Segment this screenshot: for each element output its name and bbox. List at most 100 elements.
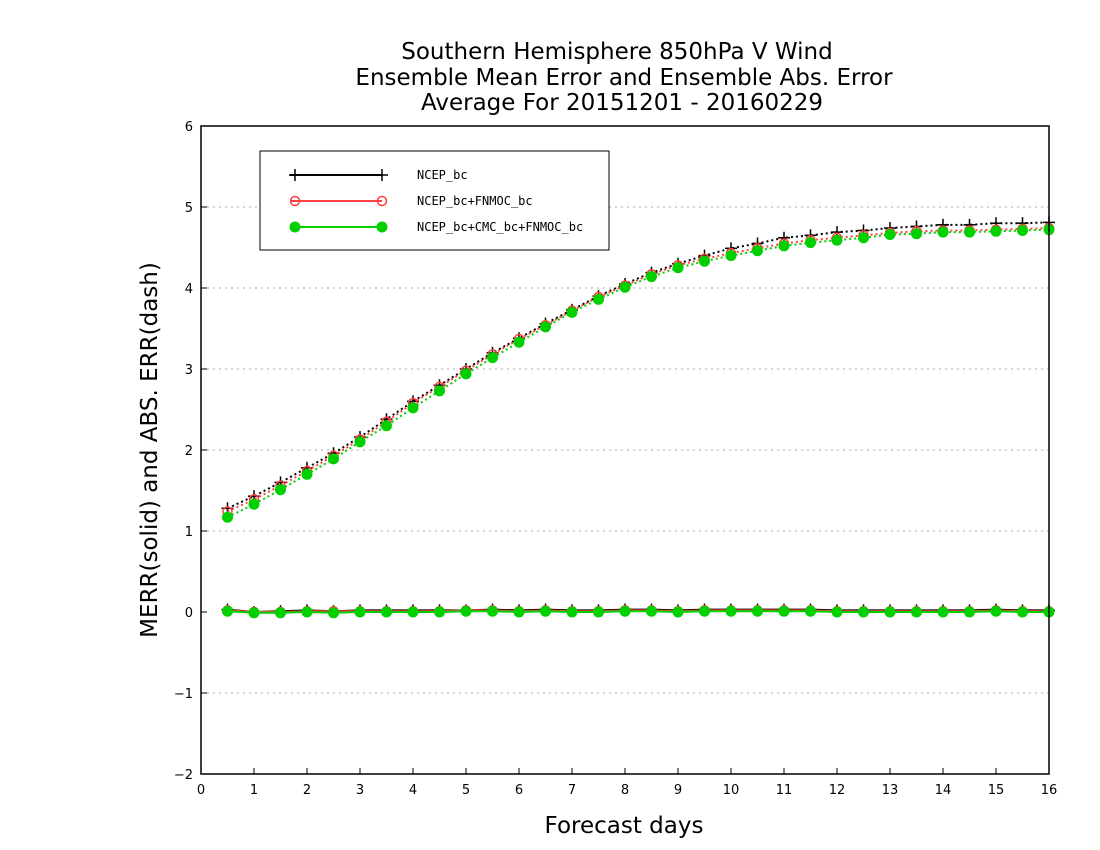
merr-point: [858, 606, 869, 618]
abs-err-point: [964, 226, 975, 238]
x-tick-label: 11: [776, 783, 793, 798]
abs-err-point: [381, 420, 392, 432]
abs-err-line: [227, 227, 1050, 513]
x-tick-label: 13: [882, 783, 899, 798]
abs-err-point: [884, 229, 896, 241]
abs-err-point: [566, 306, 578, 318]
merr-point: [487, 605, 498, 617]
abs-err-point: [619, 281, 631, 293]
abs-err-point: [434, 385, 445, 397]
merr-point: [354, 606, 366, 618]
series-1: [221, 216, 1055, 618]
abs-err-point: [513, 336, 525, 348]
x-tick-label: 0: [197, 783, 205, 798]
merr-point: [407, 606, 419, 618]
x-tick-label: 9: [674, 783, 682, 798]
abs-err-line: [227, 221, 1050, 510]
legend-marker: [289, 195, 301, 207]
legend: NCEP_bc NCEP_bc+FNMOC_bc NCEP_bc+CMC_bc+FN…: [259, 150, 610, 251]
x-tick-label: 3: [356, 783, 364, 798]
x-tick-label: 8: [621, 783, 629, 798]
merr-point: [619, 605, 631, 617]
abs-err-point: [937, 226, 949, 238]
y-tick-label: 6: [185, 120, 193, 135]
legend-entry: NCEP_bc+FNMOC_bc: [289, 194, 533, 208]
abs-err-point: [487, 352, 498, 364]
merr-point: [381, 606, 392, 618]
x-tick-label: 16: [1041, 783, 1058, 798]
abs-err-point: [778, 240, 790, 252]
x-tick-label: 14: [935, 783, 952, 798]
title-line-3: Average For 20151201 - 20160229: [421, 90, 823, 116]
merr-point: [328, 607, 339, 619]
y-tick-label: 2: [185, 444, 193, 459]
y-tick-label: 5: [185, 201, 193, 216]
x-tick-label: 6: [515, 783, 523, 798]
x-tick-label: 4: [409, 783, 417, 798]
y-tick-label: 4: [185, 282, 193, 297]
abs-err-point: [407, 402, 419, 414]
merr-point: [725, 605, 737, 617]
legend-marker: [289, 169, 301, 181]
merr-point: [937, 606, 949, 618]
x-tick-label: 2: [303, 783, 311, 798]
merr-point: [222, 605, 233, 617]
abs-err-point: [275, 484, 286, 496]
series-3: [222, 224, 1055, 619]
legend-label: NCEP_bc+CMC_bc+FNMOC_bc: [417, 220, 583, 234]
x-tick-label: 12: [829, 783, 846, 798]
abs-err-point: [460, 368, 472, 380]
legend-marker: [376, 169, 388, 181]
merr-point: [990, 605, 1002, 617]
y-tick-label: 0: [185, 606, 193, 621]
merr-point: [911, 606, 922, 618]
abs-err-point: [540, 321, 551, 333]
abs-err-point: [752, 245, 763, 257]
merr-point: [831, 606, 843, 618]
legend-entry: NCEP_bc+CMC_bc+FNMOC_bc: [289, 220, 583, 234]
abs-err-point: [593, 293, 604, 305]
y-tick-label: −1: [174, 687, 193, 702]
merr-point: [513, 606, 525, 618]
legend-entry: NCEP_bc: [289, 168, 468, 182]
merr-point: [460, 605, 472, 617]
abs-err-point: [831, 234, 843, 246]
merr-line: [227, 610, 1049, 614]
merr-point: [301, 606, 313, 618]
merr-point: [778, 605, 790, 617]
abs-err-point: [646, 271, 657, 283]
x-tick-label: 15: [988, 783, 1005, 798]
legend-label: NCEP_bc+FNMOC_bc: [417, 194, 533, 208]
y-tick-label: 1: [185, 525, 193, 540]
abs-err-point: [301, 468, 313, 480]
abs-err-line: [227, 228, 1050, 519]
merr-point: [752, 605, 763, 617]
title-line-2: Ensemble Mean Error and Ensemble Abs. Er…: [355, 65, 893, 91]
title-line-1: Southern Hemisphere 850hPa V Wind: [401, 39, 832, 65]
x-axis-label: Forecast days: [545, 813, 704, 839]
merr-point: [964, 606, 975, 618]
abs-err-point: [725, 250, 737, 262]
merr-point: [275, 607, 286, 619]
abs-err-point: [858, 232, 869, 244]
merr-point: [884, 606, 896, 618]
x-tick-label: 7: [568, 783, 576, 798]
chart-title: Southern Hemisphere 850hPa V Wind Ensemb…: [355, 39, 893, 116]
merr-point: [434, 606, 445, 618]
merr-point: [805, 605, 816, 617]
x-tick-label: 5: [462, 783, 470, 798]
abs-err-point: [1017, 224, 1028, 236]
merr-point: [699, 605, 710, 617]
abs-err-point: [911, 228, 922, 240]
merr-point: [1017, 606, 1028, 618]
legend-marker: [289, 221, 301, 233]
abs-err-point: [699, 255, 710, 267]
y-axis-label: MERR(solid) and ABS. ERR(dash): [137, 262, 163, 638]
abs-err-point: [354, 436, 366, 448]
abs-err-point: [328, 453, 339, 465]
x-tick-label: 10: [723, 783, 740, 798]
merr-point: [593, 606, 604, 618]
plot-series: [221, 216, 1055, 619]
